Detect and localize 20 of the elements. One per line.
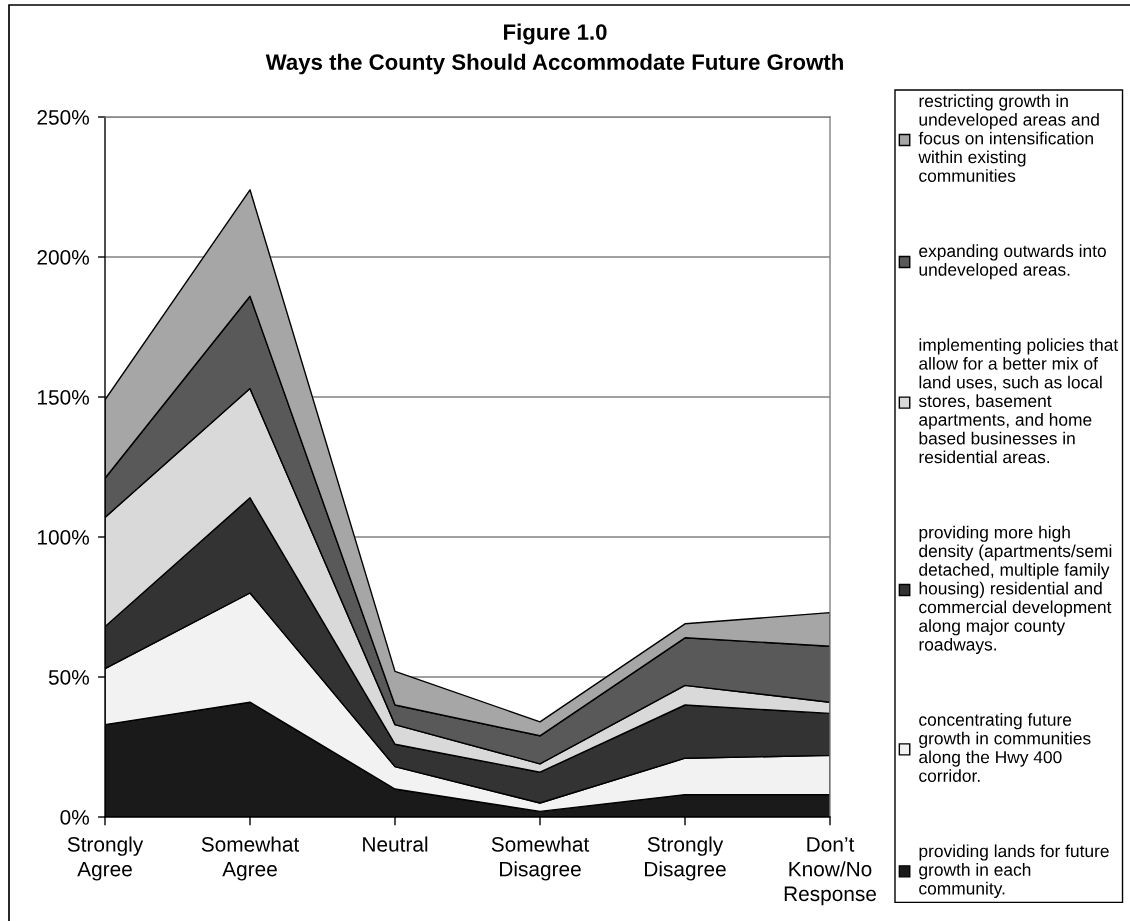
x-tick-label: Somewhat Disagree [491, 836, 590, 881]
chart-subtitle: Ways the County Should Accommodate Future Growth [265, 53, 843, 75]
x-tick-label: Strongly Disagree [645, 836, 726, 881]
y-tick-label: 250% [37, 110, 89, 125]
legend-label: providing more high density (apartments/semi detached, multiple family housing) residential and commercial development along major county roadways. [919, 525, 1112, 655]
y-tick-label: 50% [48, 670, 89, 685]
legend-label: providing lands for future growth in each community. [919, 844, 1109, 898]
x-tick-label: Don’t Know/No Response [784, 837, 876, 906]
y-tick-label: 200% [37, 250, 89, 265]
legend-label: restricting growth in undeveloped areas and focus on intensification within existing communities [918, 94, 1099, 182]
legend-label: concentrating future growth in communities along the Hwy 400 corridor. [919, 713, 1091, 782]
legend-label: expanding outwards into undeveloped areas. [919, 244, 1106, 280]
x-tick-label: Neutral [363, 836, 428, 852]
x-tick-label: Strongly Agree [67, 836, 144, 881]
y-tick-label: 0% [60, 810, 89, 825]
chart-title: Figure 1.0 [504, 23, 607, 45]
y-tick-label: 150% [38, 390, 89, 405]
legend-label: implementing policies that allow for a better mix of land uses, such as local stores, basement apartments, and home based businesses in residential areas. [918, 338, 1119, 464]
x-tick-label: Somewhat Agree [201, 836, 300, 881]
y-tick-label: 100% [38, 530, 89, 545]
